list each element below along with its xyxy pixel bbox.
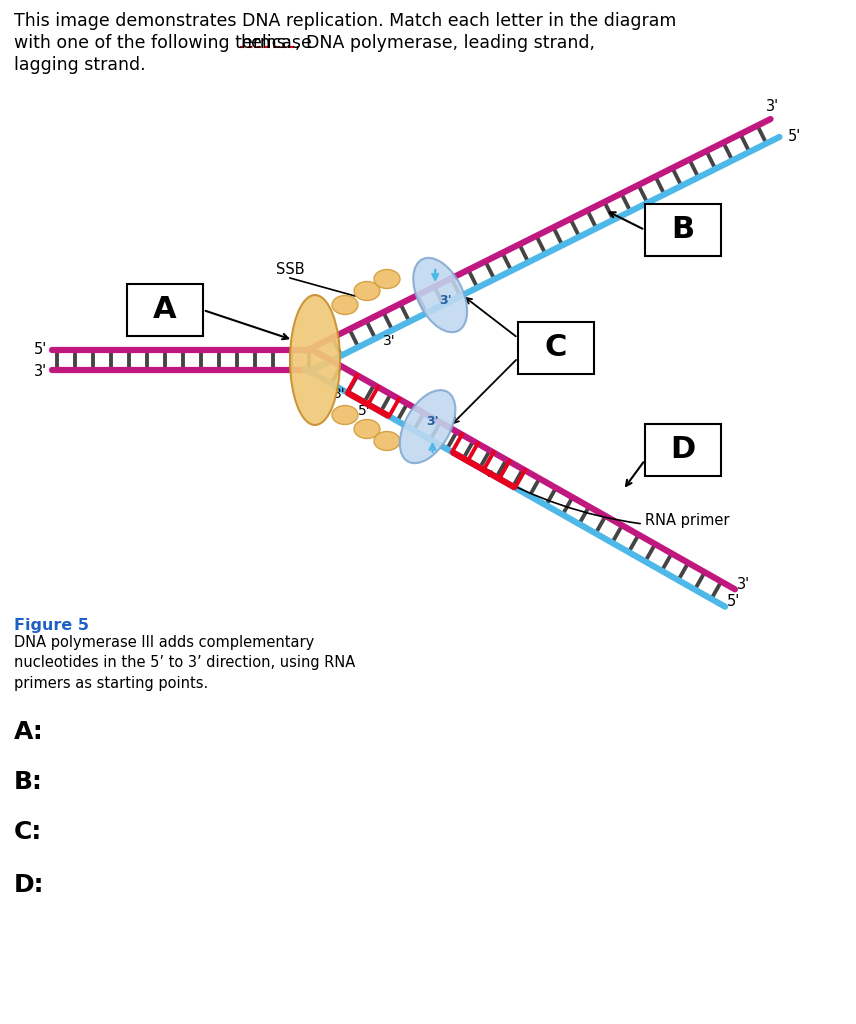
FancyBboxPatch shape: [645, 424, 721, 476]
Text: C: C: [544, 334, 568, 362]
Ellipse shape: [413, 258, 467, 332]
Text: 3': 3': [737, 577, 750, 592]
Text: RNA primer: RNA primer: [645, 512, 729, 527]
Text: 5': 5': [788, 129, 800, 144]
FancyBboxPatch shape: [127, 284, 203, 336]
Text: D: D: [670, 435, 696, 465]
Text: 3': 3': [34, 364, 47, 379]
Ellipse shape: [354, 282, 380, 300]
Text: D:: D:: [14, 873, 45, 897]
Text: B:: B:: [14, 770, 43, 794]
Text: 3': 3': [766, 99, 779, 114]
Ellipse shape: [332, 406, 358, 425]
Text: helicase: helicase: [240, 34, 312, 52]
Ellipse shape: [374, 269, 400, 289]
Text: C:: C:: [14, 820, 42, 844]
Text: 5': 5': [727, 594, 740, 609]
Text: 5': 5': [33, 341, 47, 356]
Ellipse shape: [290, 295, 340, 425]
Text: Figure 5: Figure 5: [14, 618, 89, 633]
Text: This image demonstrates DNA replication. Match each letter in the diagram: This image demonstrates DNA replication.…: [14, 12, 676, 30]
Text: B: B: [671, 215, 694, 245]
Text: , DNA polymerase, leading strand,: , DNA polymerase, leading strand,: [295, 34, 595, 52]
Text: 3': 3': [333, 387, 346, 401]
Ellipse shape: [332, 296, 358, 314]
Text: with one of the following terms:: with one of the following terms:: [14, 34, 297, 52]
Ellipse shape: [354, 420, 380, 438]
Text: DNA polymerase III adds complementary
nucleotides in the 5’ to 3’ direction, usi: DNA polymerase III adds complementary nu…: [14, 635, 355, 691]
Text: A:: A:: [14, 720, 44, 744]
Text: A: A: [153, 296, 177, 325]
Text: lagging strand.: lagging strand.: [14, 56, 146, 74]
Text: 3': 3': [383, 334, 395, 348]
Ellipse shape: [374, 431, 400, 451]
Ellipse shape: [400, 390, 455, 463]
FancyBboxPatch shape: [645, 204, 721, 256]
Text: 3': 3': [426, 415, 439, 428]
Text: 5': 5': [358, 404, 370, 418]
FancyBboxPatch shape: [518, 322, 594, 374]
Text: SSB: SSB: [276, 262, 305, 278]
Text: 3': 3': [439, 294, 451, 306]
